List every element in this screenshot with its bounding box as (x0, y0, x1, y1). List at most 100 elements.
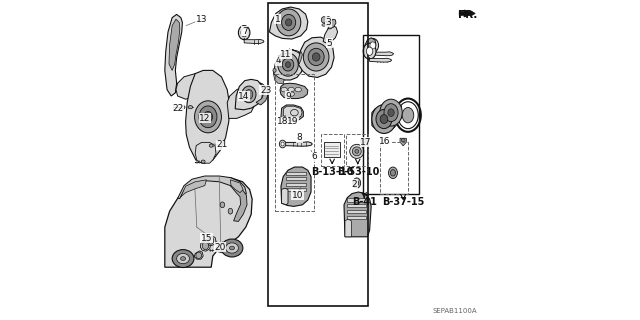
Polygon shape (269, 7, 308, 39)
Text: B-41: B-41 (352, 196, 376, 207)
Ellipse shape (228, 208, 233, 214)
Polygon shape (372, 51, 394, 56)
Polygon shape (169, 19, 180, 70)
Polygon shape (281, 167, 311, 206)
Ellipse shape (276, 9, 301, 36)
Text: 11: 11 (280, 50, 291, 59)
Ellipse shape (199, 106, 217, 128)
Polygon shape (274, 74, 284, 84)
Ellipse shape (353, 178, 361, 188)
Ellipse shape (196, 252, 202, 259)
Ellipse shape (349, 144, 364, 158)
Bar (380, 142, 408, 194)
Text: 2: 2 (352, 180, 357, 188)
Polygon shape (298, 37, 334, 77)
Bar (364, 35, 419, 194)
Polygon shape (280, 83, 308, 99)
Ellipse shape (308, 48, 324, 66)
Text: 16: 16 (380, 137, 390, 146)
Ellipse shape (281, 87, 287, 92)
Polygon shape (344, 192, 371, 237)
Ellipse shape (388, 109, 394, 116)
Ellipse shape (278, 53, 298, 76)
Ellipse shape (321, 17, 326, 23)
Bar (347, 210, 366, 213)
Text: FR.: FR. (458, 10, 477, 20)
Ellipse shape (285, 19, 292, 26)
Polygon shape (370, 58, 392, 62)
Ellipse shape (288, 92, 294, 96)
Polygon shape (165, 178, 252, 267)
Polygon shape (181, 180, 206, 197)
Ellipse shape (280, 140, 285, 148)
Ellipse shape (226, 243, 239, 253)
Ellipse shape (180, 257, 186, 260)
Ellipse shape (288, 87, 294, 92)
Polygon shape (206, 236, 216, 246)
Text: 17: 17 (360, 138, 371, 147)
Polygon shape (281, 105, 303, 121)
Ellipse shape (352, 147, 362, 156)
Ellipse shape (209, 144, 213, 147)
Polygon shape (400, 138, 406, 146)
Ellipse shape (384, 104, 398, 122)
Bar (346, 134, 368, 166)
Ellipse shape (355, 180, 359, 186)
Ellipse shape (367, 38, 379, 52)
Polygon shape (236, 79, 263, 110)
Text: 20: 20 (214, 243, 226, 252)
Bar (324, 142, 340, 157)
Ellipse shape (202, 242, 209, 250)
Ellipse shape (326, 24, 330, 26)
Ellipse shape (303, 43, 329, 71)
Bar (275, 74, 314, 211)
Bar (347, 204, 366, 207)
Text: B-37-15: B-37-15 (382, 196, 424, 207)
Text: 22: 22 (173, 104, 184, 113)
Ellipse shape (282, 14, 296, 30)
Polygon shape (230, 186, 247, 221)
Ellipse shape (403, 108, 414, 123)
Polygon shape (460, 12, 475, 15)
Ellipse shape (388, 167, 397, 179)
Bar (321, 134, 344, 166)
Ellipse shape (282, 58, 294, 71)
Bar (285, 177, 306, 180)
Text: 8: 8 (296, 133, 302, 142)
Ellipse shape (285, 62, 291, 68)
Polygon shape (372, 107, 396, 130)
Polygon shape (361, 139, 367, 147)
Text: 14: 14 (238, 92, 250, 100)
Bar (347, 216, 366, 219)
Ellipse shape (390, 170, 396, 176)
Text: 7: 7 (242, 27, 248, 36)
Ellipse shape (230, 246, 235, 250)
Ellipse shape (188, 106, 193, 109)
Polygon shape (365, 38, 376, 51)
Ellipse shape (372, 105, 396, 133)
Polygon shape (282, 188, 288, 205)
Ellipse shape (380, 99, 402, 126)
Bar (347, 198, 366, 202)
Text: 18: 18 (276, 117, 288, 126)
Ellipse shape (241, 28, 247, 37)
Text: B-53-10: B-53-10 (337, 167, 380, 177)
Ellipse shape (177, 253, 189, 264)
Ellipse shape (221, 239, 243, 257)
Ellipse shape (376, 109, 392, 129)
Text: 5: 5 (327, 39, 332, 48)
Ellipse shape (322, 24, 326, 26)
Polygon shape (176, 74, 202, 99)
Ellipse shape (364, 43, 376, 59)
Text: SEPAB1100A: SEPAB1100A (432, 308, 477, 314)
Ellipse shape (295, 87, 301, 92)
Polygon shape (195, 251, 204, 259)
Polygon shape (381, 102, 401, 123)
Polygon shape (230, 180, 243, 193)
Polygon shape (274, 50, 303, 80)
Ellipse shape (362, 139, 366, 142)
Polygon shape (328, 19, 336, 29)
Polygon shape (298, 51, 302, 64)
Ellipse shape (370, 42, 376, 49)
Text: 1: 1 (275, 15, 280, 24)
